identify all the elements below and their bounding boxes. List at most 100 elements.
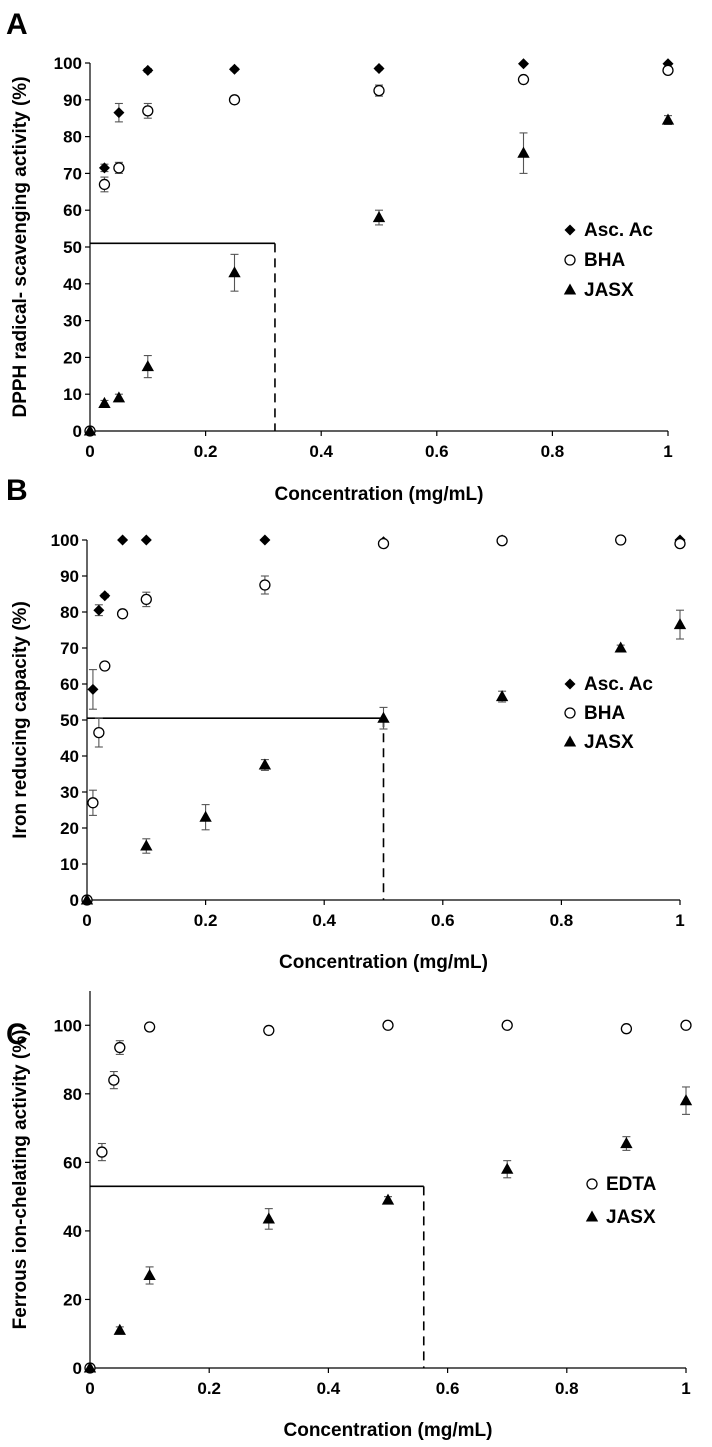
x-axis-label: Concentration (mg/mL) (275, 484, 484, 505)
series-jasx (83, 113, 675, 436)
legend-marker (564, 224, 576, 236)
legend-marker (586, 1178, 598, 1190)
data-point (83, 424, 97, 436)
x-tick-label: 1 (663, 442, 672, 461)
x-tick-label: 0.8 (550, 911, 574, 930)
x-tick-label: 0.8 (555, 1379, 579, 1398)
chart-panel-a: A 0 10 20 30 40 50 60 70 80 90 100 0 0.2 0.4 0.6 0.8 1 Con… (6, 8, 675, 505)
x-tick-label: 0.4 (317, 1379, 341, 1398)
data-point (87, 797, 99, 809)
x-tick-label: 0.2 (194, 442, 218, 461)
y-tick-label: 40 (60, 747, 79, 766)
y-tick-label: 80 (63, 128, 82, 147)
data-point (662, 64, 674, 77)
data-point (496, 535, 508, 547)
data-point (373, 84, 385, 97)
data-point (98, 396, 111, 408)
data-point (615, 534, 627, 546)
data-point (113, 107, 125, 119)
y-tick-label: 20 (63, 348, 82, 367)
x-axis-label: Concentration (mg/mL) (284, 1420, 493, 1441)
legend-marker (564, 254, 576, 266)
y-tick-label: 0 (73, 1359, 82, 1378)
data-point (501, 1162, 514, 1174)
x-axis-label: Concentration (mg/mL) (279, 952, 488, 973)
data-point (93, 604, 105, 616)
y-tick-label: 60 (63, 1153, 82, 1172)
chart-panel-c: C 0 20 40 60 80 100 0 0.2 0.4 0.6 0.8 1 Concentration… (6, 991, 693, 1441)
y-tick-label: 40 (63, 1222, 82, 1241)
legend-marker (564, 707, 576, 719)
data-point (143, 1268, 156, 1281)
data-point (517, 73, 530, 86)
legend-label: JASX (584, 732, 634, 753)
data-point (141, 360, 154, 372)
y-tick-label: 50 (63, 238, 82, 257)
data-point (373, 63, 385, 75)
y-tick-label: 90 (60, 567, 79, 586)
x-tick-label: 0.4 (312, 911, 336, 930)
data-point (259, 579, 271, 591)
data-point (83, 1361, 97, 1373)
data-point (113, 162, 125, 174)
data-point (372, 211, 386, 223)
data-point (199, 810, 212, 822)
data-point (620, 1137, 633, 1149)
data-point (96, 1146, 108, 1158)
y-tick-label: 10 (63, 385, 82, 404)
x-tick-label: 0.6 (425, 442, 449, 461)
series-jasx (80, 609, 687, 905)
data-point (680, 1019, 692, 1031)
data-point (140, 593, 152, 606)
y-tick-label: 40 (63, 275, 82, 294)
data-point (259, 534, 271, 546)
data-point (99, 660, 111, 672)
y-tick-label: 60 (63, 201, 82, 220)
data-point (142, 105, 154, 117)
data-point (228, 94, 241, 106)
data-point (495, 690, 509, 702)
data-point (382, 1019, 394, 1031)
series-bha (81, 534, 686, 906)
data-point (228, 266, 241, 278)
y-tick-label: 20 (60, 819, 79, 838)
x-tick-label: 0.4 (309, 442, 333, 461)
y-tick-label: 50 (60, 711, 79, 730)
y-tick-label: 100 (54, 1016, 82, 1035)
y-tick-label: 10 (60, 855, 79, 874)
data-point (87, 683, 99, 695)
data-point (262, 1212, 275, 1224)
y-tick-label: 30 (60, 783, 79, 802)
legend-label: JASX (606, 1207, 656, 1228)
data-point (674, 537, 686, 550)
data-point (116, 608, 129, 620)
data-point (117, 534, 129, 546)
y-tick-label: 0 (73, 422, 82, 441)
x-tick-label: 0.6 (431, 911, 455, 930)
data-point (229, 63, 240, 75)
y-tick-label: 100 (51, 531, 79, 550)
data-point (108, 1074, 120, 1086)
legend-label: BHA (584, 250, 625, 271)
x-tick-label: 1 (675, 911, 684, 930)
y-tick-label: 80 (60, 603, 79, 622)
legend-label: Asc. Ac (584, 674, 653, 695)
x-tick-label: 0 (85, 1379, 94, 1398)
data-point (80, 893, 94, 905)
y-tick-label: 70 (60, 639, 79, 658)
panel-label: C (6, 1018, 28, 1051)
y-tick-label: 0 (70, 891, 79, 910)
y-tick-label: 80 (63, 1085, 82, 1104)
legend-label: EDTA (606, 1174, 657, 1195)
data-point (501, 1019, 513, 1031)
data-point (99, 590, 111, 602)
data-point (377, 537, 390, 550)
y-tick-label: 100 (54, 54, 82, 73)
series-edta (84, 1019, 692, 1374)
legend-label: Asc. Ac (584, 220, 653, 241)
y-tick-label: 30 (63, 312, 82, 331)
data-point (620, 1023, 633, 1035)
data-point (142, 64, 154, 76)
y-axis-label: Ferrous ion-chelating activity (%) (10, 1030, 31, 1330)
